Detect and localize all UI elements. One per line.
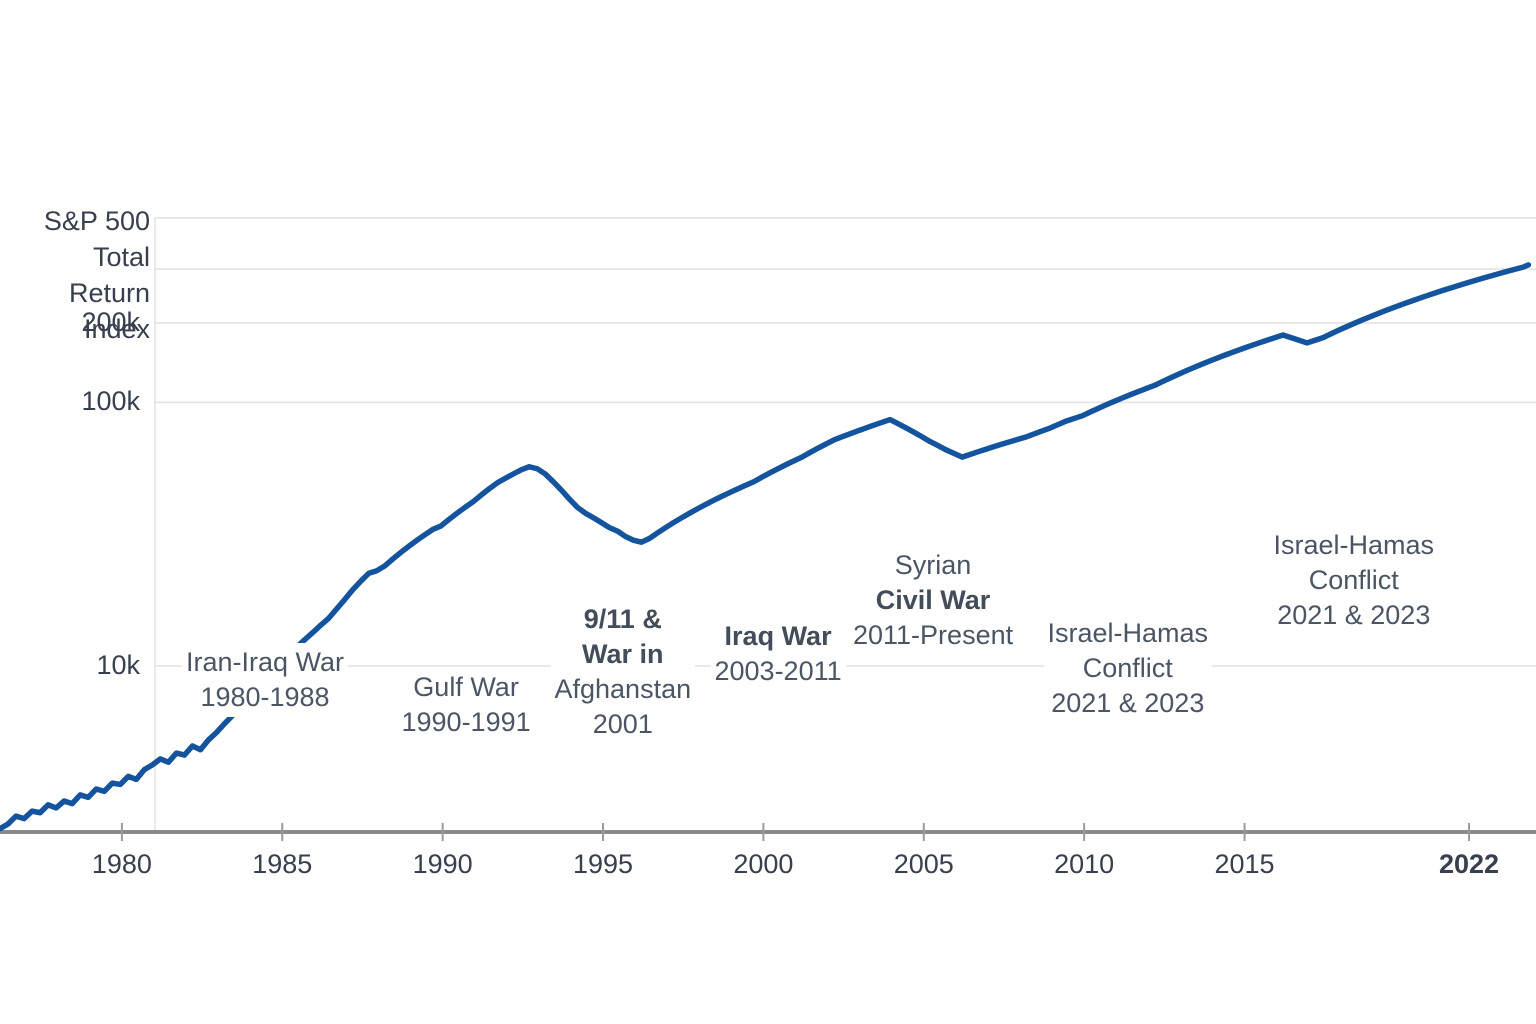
x-axis-ticks-group xyxy=(120,823,1471,841)
annotation-line: 1990-1991 xyxy=(401,707,531,737)
annotation-line: Civil War xyxy=(875,585,991,615)
annotation-line: Conflict xyxy=(1082,653,1173,683)
x-axis-tick-label: 2010 xyxy=(1054,849,1115,879)
annotation-line: 1980-1988 xyxy=(200,682,330,712)
annotation-line: 2021 & 2023 xyxy=(1051,688,1205,718)
y-axis-tick-label: 10k xyxy=(96,650,140,681)
annotation-iraq-war: Iraq War 2003-2011 xyxy=(710,617,846,691)
x-axis-tick-label: 2022 xyxy=(1439,849,1500,879)
annotation-line: 2021 & 2023 xyxy=(1277,600,1431,630)
x-axis-tick-label: 1985 xyxy=(252,849,313,879)
x-axis-tick-label: 2000 xyxy=(733,849,794,879)
annotation-september-11-war-afghanistan: 9/11 & War in Afghanstan 2001 xyxy=(550,600,696,744)
x-axis-tick-label: 1995 xyxy=(572,849,634,879)
annotation-line: Iran-Iraq War xyxy=(186,647,345,677)
annotation-syrian-civil-war: Syrian Civil War 2011-Present xyxy=(849,546,1018,655)
y-axis-label: S&P 500 Total Return Index xyxy=(43,206,150,344)
y-axis-tick-label: 200k xyxy=(81,306,140,337)
x-axis-tick-label: 2005 xyxy=(893,849,954,879)
annotation-gulf-war: Gulf War 1990-1991 xyxy=(397,668,535,742)
x-axis-tick-label: 1980 xyxy=(91,849,152,879)
x-axis-tick-label: 1990 xyxy=(412,849,473,879)
annotation-iran-iraq-war: Iran-Iraq War 1980-1988 xyxy=(182,643,349,717)
x-axis-tick-label: 2015 xyxy=(1214,849,1275,879)
annotation-israel-hamas-conflict-lower: Israel-Hamas Conflict 2021 & 2023 xyxy=(1043,614,1213,723)
annotation-line: Gulf War xyxy=(413,672,519,702)
y-axis-tick-label: 100k xyxy=(81,386,140,417)
annotation-line: Afghanstan xyxy=(554,674,692,704)
annotation-line: 2011-Present xyxy=(853,620,1014,650)
annotation-line: War in xyxy=(582,639,664,669)
annotation-line: Iraq War xyxy=(724,621,832,651)
annotation-line: Syrian xyxy=(894,550,972,580)
annotation-line: 2003-2011 xyxy=(714,656,842,686)
gridlines-group xyxy=(154,217,1536,832)
annotation-line: Conflict xyxy=(1308,565,1399,595)
annotation-line: 9/11 & xyxy=(583,604,662,634)
annotation-israel-hamas-conflict-upper: Israel-Hamas Conflict 2021 & 2023 xyxy=(1269,526,1439,635)
annotation-line: Israel-Hamas xyxy=(1273,530,1435,560)
annotation-line: 2001 xyxy=(592,709,653,739)
annotation-line: Israel-Hamas xyxy=(1047,618,1209,648)
